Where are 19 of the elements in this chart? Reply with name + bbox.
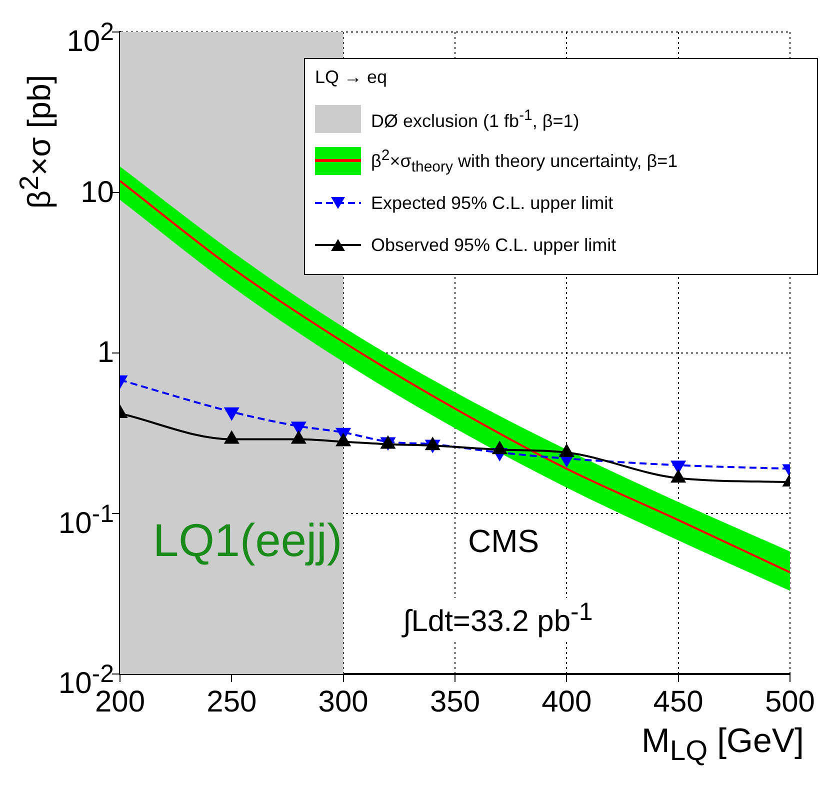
- legend-label: Observed 95% C.L. upper limit: [371, 234, 616, 256]
- y-tick-label: 10$^{2}$: [66, 17, 114, 60]
- x-tick-label: 250: [206, 685, 257, 718]
- x-tick-label: 500: [764, 685, 816, 718]
- annotation: ∫Ldt=33.2 pb$^{-1}$: [403, 598, 593, 639]
- x-axis-title: M$_{LQ}$ [GeV]: [642, 722, 804, 768]
- x-tick-label: 450: [653, 685, 704, 718]
- x-tick-label: 300: [318, 685, 368, 718]
- x-tick-label: 400: [542, 685, 592, 718]
- legend-title: LQ → eq: [315, 67, 388, 88]
- y-tick-label: 10: [80, 174, 114, 210]
- band-label: DØ exclusion (1 fb$^{-1}$, β=1): [371, 106, 580, 132]
- x-tick-label: 350: [430, 685, 480, 718]
- legend-label: Expected 95% C.L. upper limit: [371, 192, 614, 214]
- annotation: LQ1(eejj): [153, 513, 342, 567]
- y-tick-label: 1: [97, 335, 114, 371]
- annotation: CMS: [468, 523, 540, 560]
- legend-label: β$^{2}$×σ$_{theory}$ with theory uncertainty, β=1: [371, 146, 678, 176]
- y-tick-label: 10$^{-1}$: [58, 498, 114, 542]
